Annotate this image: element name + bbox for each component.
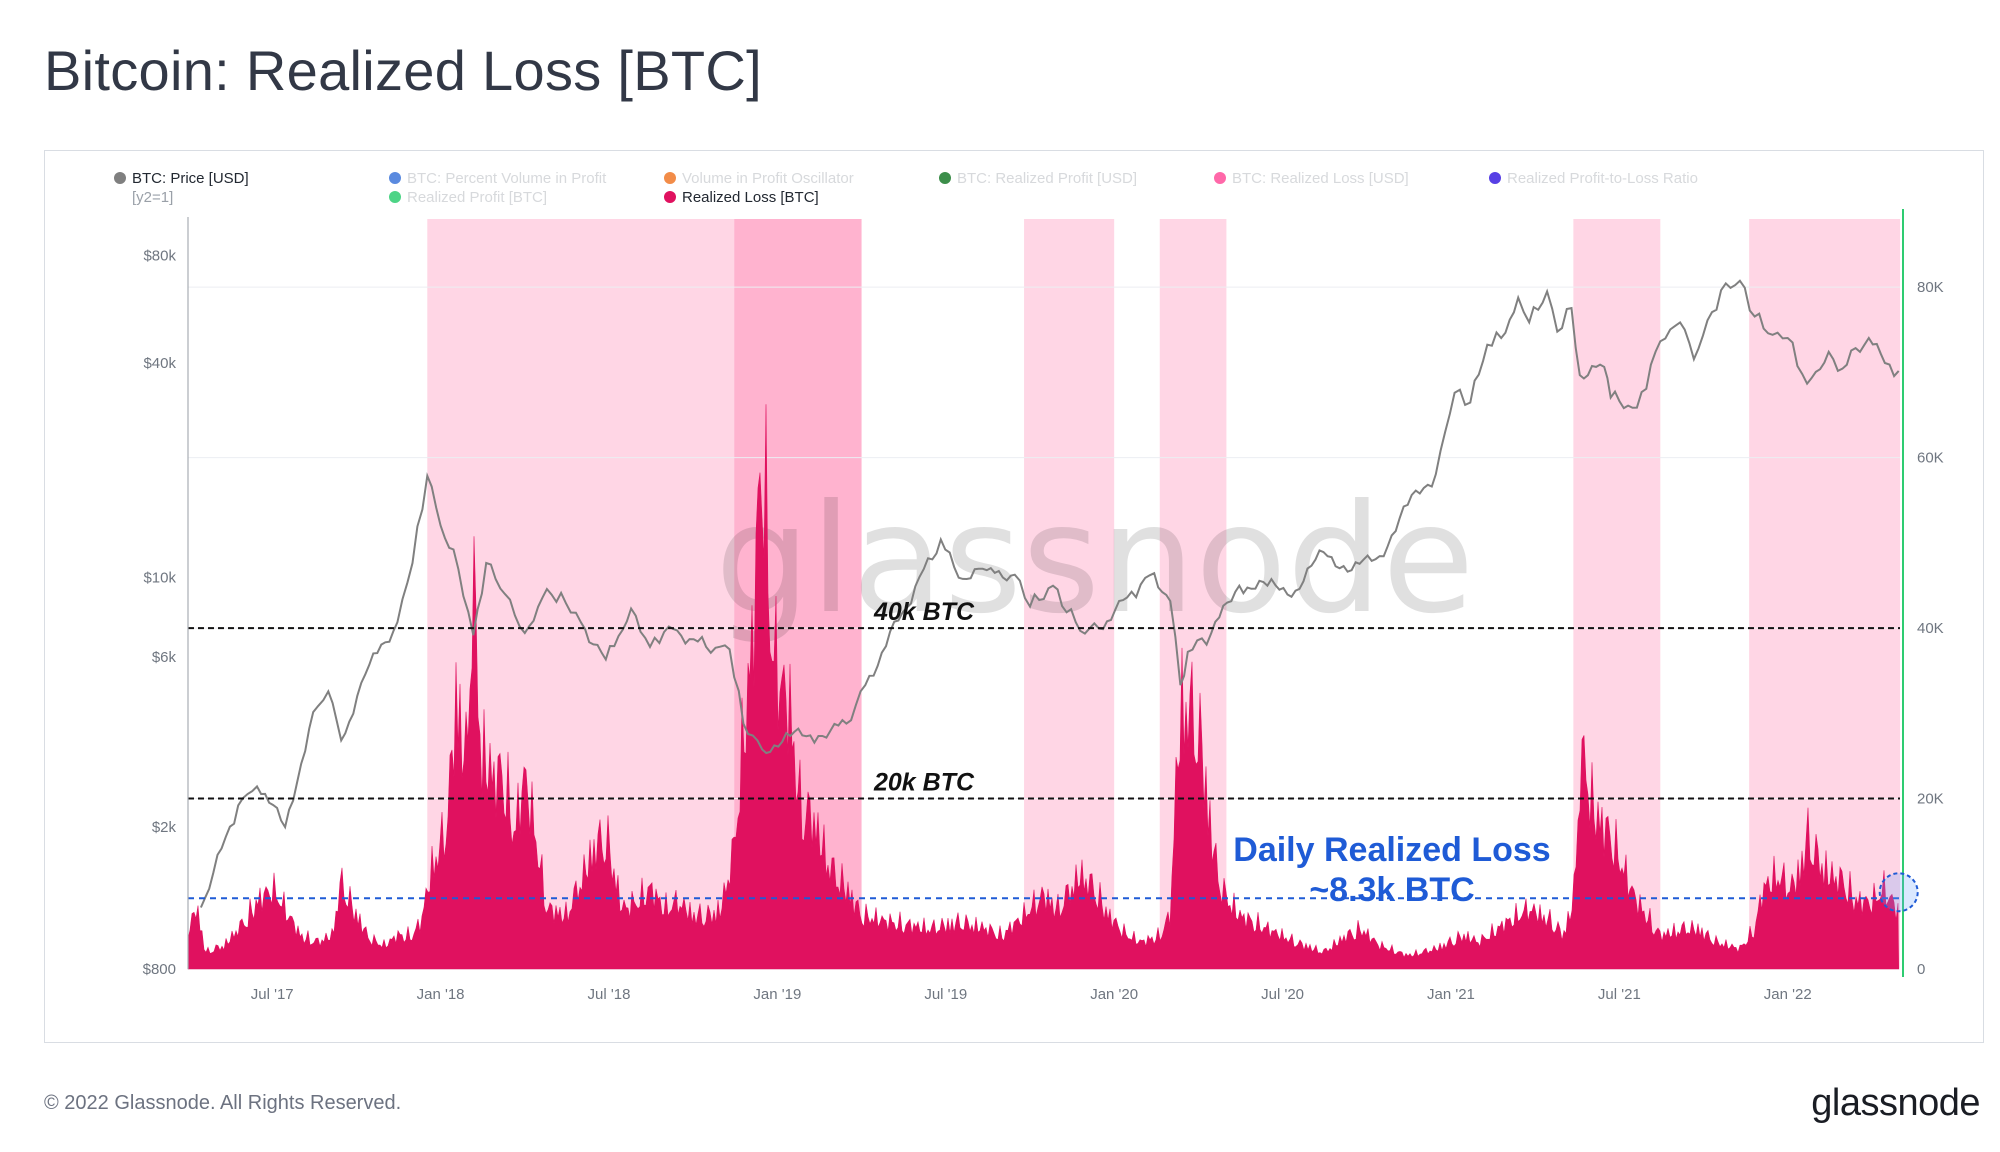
legend-item: Realized Profit-to-Loss Ratio: [1507, 170, 1698, 187]
footer-copyright: © 2022 Glassnode. All Rights Reserved.: [44, 1092, 402, 1114]
left-axis-tick: $6k: [152, 649, 177, 666]
x-axis-tick: Jul '20: [1261, 986, 1304, 1003]
x-axis-tick: Jan '22: [1764, 986, 1812, 1003]
reference-line-label: 40k BTC: [873, 598, 975, 626]
legend-dot: [664, 172, 676, 184]
legend-dot: [664, 191, 676, 203]
legend-dot: [389, 172, 401, 184]
legend-dot: [389, 191, 401, 203]
right-axis-tick: 20K: [1917, 791, 1944, 808]
realized-loss-series: [187, 404, 1899, 970]
left-axis-tick: $10k: [143, 570, 176, 587]
x-axis-tick: Jan '21: [1427, 986, 1475, 1003]
x-axis-tick: Jul '18: [588, 986, 631, 1003]
reference-line-label: 20k BTC: [873, 769, 975, 797]
legend-item-sub: [y2=1]: [132, 189, 173, 206]
shaded-region: [1024, 219, 1115, 969]
right-axis-tick: 0: [1917, 961, 1925, 978]
price-line: [199, 279, 1900, 908]
glassnode-logo[interactable]: glassnode: [1811, 1082, 1980, 1124]
reference-lines: 40k BTC 20k BTC: [188, 598, 1900, 900]
legend-item: BTC: Realized Profit [USD]: [957, 170, 1137, 187]
annotation: Daily Realized Loss~8.3k BTC: [1233, 831, 1919, 913]
legend-item: BTC: Realized Loss [USD]: [1232, 170, 1409, 187]
x-axis-tick: Jul '19: [924, 986, 967, 1003]
left-axis-tick: $2k: [152, 819, 177, 836]
legend-item: BTC: Price [USD]: [132, 170, 249, 187]
annotation-value: ~8.3k BTC: [1309, 871, 1474, 909]
x-axis-tick: Jan '19: [753, 986, 801, 1003]
legend-item: BTC: Percent Volume in Profit: [407, 170, 607, 187]
watermark: glassnode: [715, 473, 1474, 647]
legend-item: Realized Profit [BTC]: [407, 189, 547, 206]
chart-container: glassnode 40k BTC 20k BTC $80k $40k $10k $6k…: [44, 150, 1984, 1043]
annotation-title: Daily Realized Loss: [1233, 831, 1550, 869]
right-axis-tick: 60K: [1917, 450, 1944, 467]
x-axis-tick: Jan '18: [417, 986, 465, 1003]
legend-dot: [1214, 172, 1226, 184]
right-axis-tick: 80K: [1917, 279, 1944, 296]
left-axis-tick: $40k: [143, 355, 176, 372]
price-series: [199, 279, 1900, 908]
realized-loss-area: [187, 404, 1899, 970]
annotation-marker: [1878, 872, 1919, 913]
legend-item: Realized Loss [BTC]: [682, 189, 819, 206]
legend-dot: [114, 172, 126, 184]
left-axis-tick: $800: [143, 961, 176, 978]
axes: $80k $40k $10k $6k $2k $800 80K 60K 40K 20K 0 Jul '…: [143, 209, 1944, 1003]
legend-dot: [939, 172, 951, 184]
left-axis-tick: $80k: [143, 248, 176, 265]
x-axis-tick: Jul '17: [251, 986, 294, 1003]
page-title: Bitcoin: Realized Loss [BTC]: [44, 39, 763, 102]
chart-svg[interactable]: glassnode 40k BTC 20k BTC $80k $40k $10k $6k…: [45, 151, 1985, 1044]
legend-item: Volume in Profit Oscillator: [682, 170, 854, 187]
legend: BTC: Price [USD] [y2=1] BTC: Percent Volum…: [114, 170, 1698, 206]
x-axis-tick: Jul '21: [1598, 986, 1641, 1003]
shaded-region: [1749, 219, 1900, 969]
right-axis-tick: 40K: [1917, 620, 1944, 637]
x-axis-tick: Jan '20: [1090, 986, 1138, 1003]
legend-dot: [1489, 172, 1501, 184]
